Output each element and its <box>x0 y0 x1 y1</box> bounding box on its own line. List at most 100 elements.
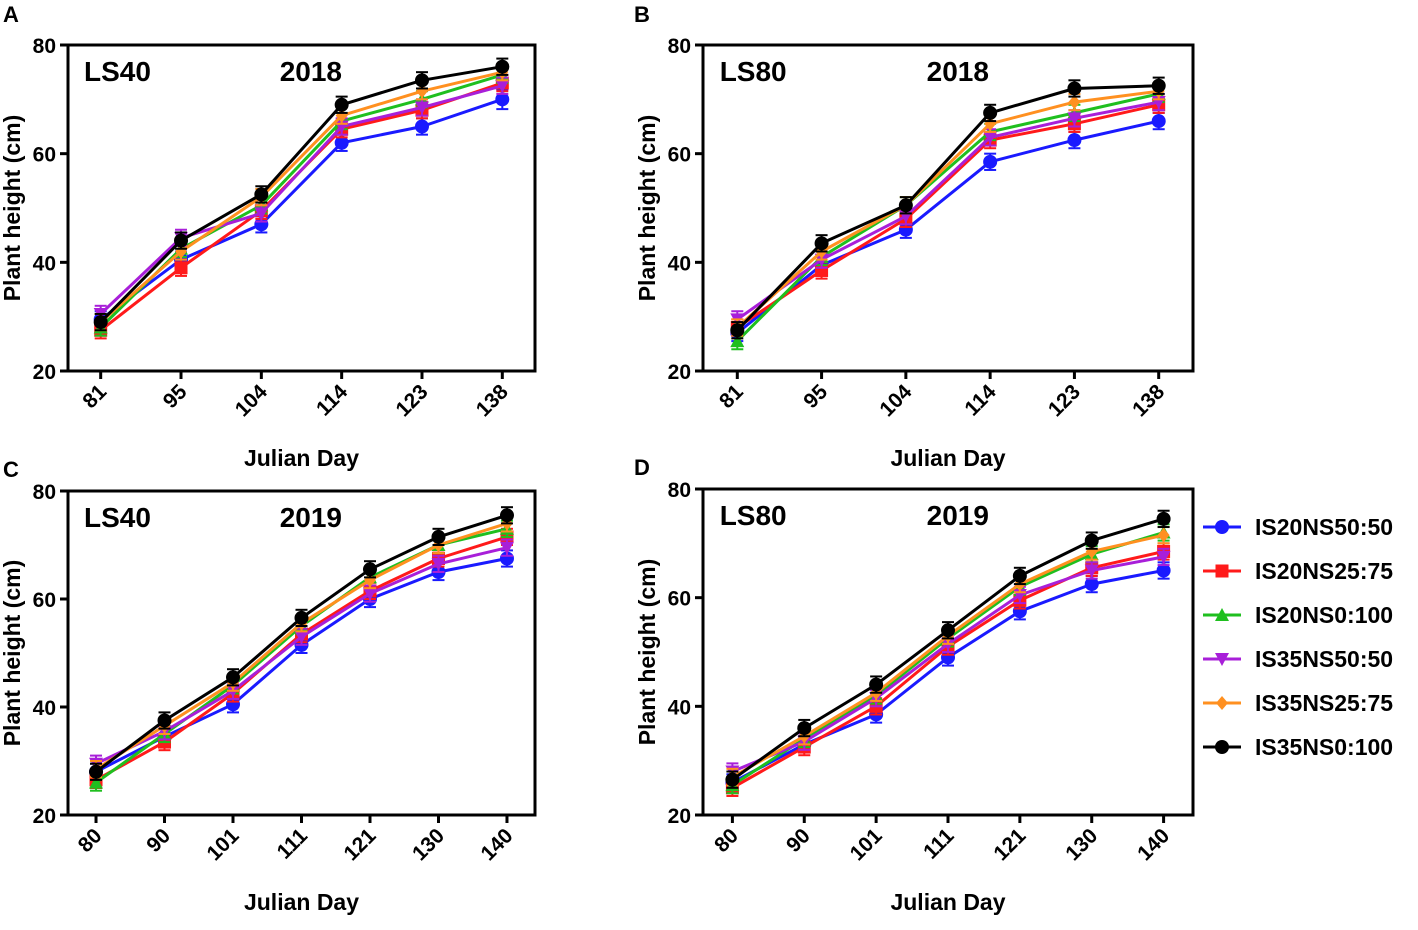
data-point <box>294 610 309 625</box>
data-point <box>1067 133 1082 148</box>
data-point <box>941 623 955 638</box>
y-tick-label: 20 <box>33 361 56 384</box>
series-line <box>99 84 503 315</box>
series-line <box>736 84 1159 332</box>
data-point <box>431 557 446 571</box>
series-line <box>99 70 503 324</box>
y-tick-label: 40 <box>33 697 56 720</box>
data-point <box>254 207 269 221</box>
series-IS35NS0:100 <box>725 509 1171 789</box>
data-point <box>1084 564 1099 578</box>
data-point <box>89 775 104 789</box>
site-label: LS80 <box>720 500 787 531</box>
y-tick-label: 40 <box>668 252 691 275</box>
legend-marker <box>1216 696 1228 710</box>
series-line <box>736 103 1160 329</box>
panel-letter: A <box>3 2 19 27</box>
data-point <box>334 135 349 150</box>
y-tick-label: 20 <box>668 361 691 384</box>
data-point <box>1084 577 1099 592</box>
legend-entry: IS35NS0:100 <box>1203 734 1393 760</box>
data-point <box>362 562 377 577</box>
data-point <box>730 334 745 348</box>
plot-frame <box>66 43 537 373</box>
data-point <box>495 59 510 74</box>
legend-entry: IS35NS25:75 <box>1203 690 1393 716</box>
series-IS35NS0:100 <box>730 76 1166 340</box>
data-point <box>869 677 884 692</box>
legend-marker <box>1215 520 1229 534</box>
year-label: 2018 <box>280 56 342 87</box>
y-axis-label: Plant height (cm) <box>634 115 660 302</box>
x-axis-label: Julian Day <box>890 889 1005 915</box>
series-line <box>99 65 503 324</box>
data-point <box>93 315 108 330</box>
data-point <box>362 587 377 601</box>
legend-marker <box>1215 653 1229 666</box>
y-tick-label: 80 <box>33 481 56 504</box>
year-label: 2019 <box>280 502 342 533</box>
site-label: LS40 <box>84 502 151 533</box>
plot-frame <box>701 43 1195 373</box>
legend-entry: IS20NS0:100 <box>1203 602 1393 628</box>
data-point <box>294 630 309 644</box>
y-tick-label: 60 <box>33 589 56 612</box>
data-point <box>89 764 104 779</box>
data-point <box>254 187 269 202</box>
series-line <box>736 119 1160 335</box>
panel-letter: D <box>634 455 650 480</box>
x-axis-label: Julian Day <box>244 889 359 915</box>
site-label: LS80 <box>720 56 787 87</box>
data-point <box>730 323 745 338</box>
data-point <box>174 233 189 248</box>
data-point <box>157 713 172 728</box>
data-point <box>414 119 429 134</box>
data-point <box>414 73 429 88</box>
y-axis-label: Plant height (cm) <box>0 115 25 302</box>
legend-label: IS35NS50:50 <box>1255 646 1393 672</box>
data-point <box>495 92 510 107</box>
y-axis-label: Plant height (cm) <box>634 559 660 746</box>
data-point <box>1012 568 1027 583</box>
data-point <box>1068 95 1081 110</box>
data-point <box>1151 78 1166 93</box>
legend-marker <box>1215 740 1229 754</box>
data-point <box>1067 81 1082 96</box>
series-line <box>736 100 1159 321</box>
data-point <box>1156 563 1171 578</box>
y-tick-label: 20 <box>668 805 691 828</box>
data-point <box>1151 114 1166 129</box>
legend-marker <box>1215 608 1229 621</box>
series-IS35NS0:100 <box>89 506 514 781</box>
x-axis-label: Julian Day <box>244 445 359 471</box>
data-point <box>725 772 740 787</box>
y-tick-label: 80 <box>668 35 691 58</box>
data-point <box>499 508 514 523</box>
legend-label: IS35NS25:75 <box>1255 690 1393 716</box>
data-point <box>797 721 812 736</box>
series-IS35NS0:100 <box>93 57 510 332</box>
data-point <box>174 261 188 275</box>
data-point <box>334 97 349 112</box>
data-point <box>495 79 510 93</box>
y-tick-label: 20 <box>33 805 56 828</box>
y-axis-label: Plant height (cm) <box>0 560 25 747</box>
data-point <box>1157 528 1170 543</box>
data-point <box>814 236 829 251</box>
y-tick-label: 60 <box>668 144 691 167</box>
panel-letter: B <box>634 2 650 27</box>
data-point <box>983 105 998 120</box>
series-line <box>99 97 503 321</box>
y-tick-label: 60 <box>668 588 691 611</box>
y-tick-label: 80 <box>33 35 56 58</box>
data-point <box>898 198 913 213</box>
y-tick-label: 40 <box>33 252 56 275</box>
data-point <box>431 529 446 544</box>
legend-label: IS20NS0:100 <box>1255 602 1393 628</box>
y-tick-label: 40 <box>668 696 691 719</box>
legend-entry: IS20NS25:75 <box>1203 558 1393 584</box>
legend-entry: IS35NS50:50 <box>1203 646 1393 672</box>
legend-label: IS20NS25:75 <box>1255 558 1393 584</box>
